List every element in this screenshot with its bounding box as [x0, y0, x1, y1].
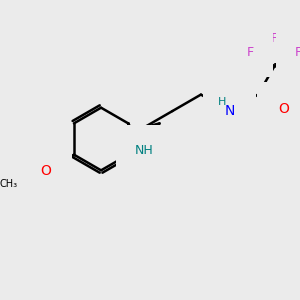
- Text: O: O: [40, 164, 51, 178]
- Text: O: O: [278, 102, 289, 116]
- Text: F: F: [247, 46, 254, 59]
- Text: F: F: [295, 46, 300, 59]
- Text: F: F: [271, 32, 278, 44]
- Text: N: N: [224, 104, 235, 118]
- Text: H: H: [218, 97, 226, 107]
- Text: NH: NH: [134, 144, 153, 157]
- Text: CH₃: CH₃: [0, 179, 18, 189]
